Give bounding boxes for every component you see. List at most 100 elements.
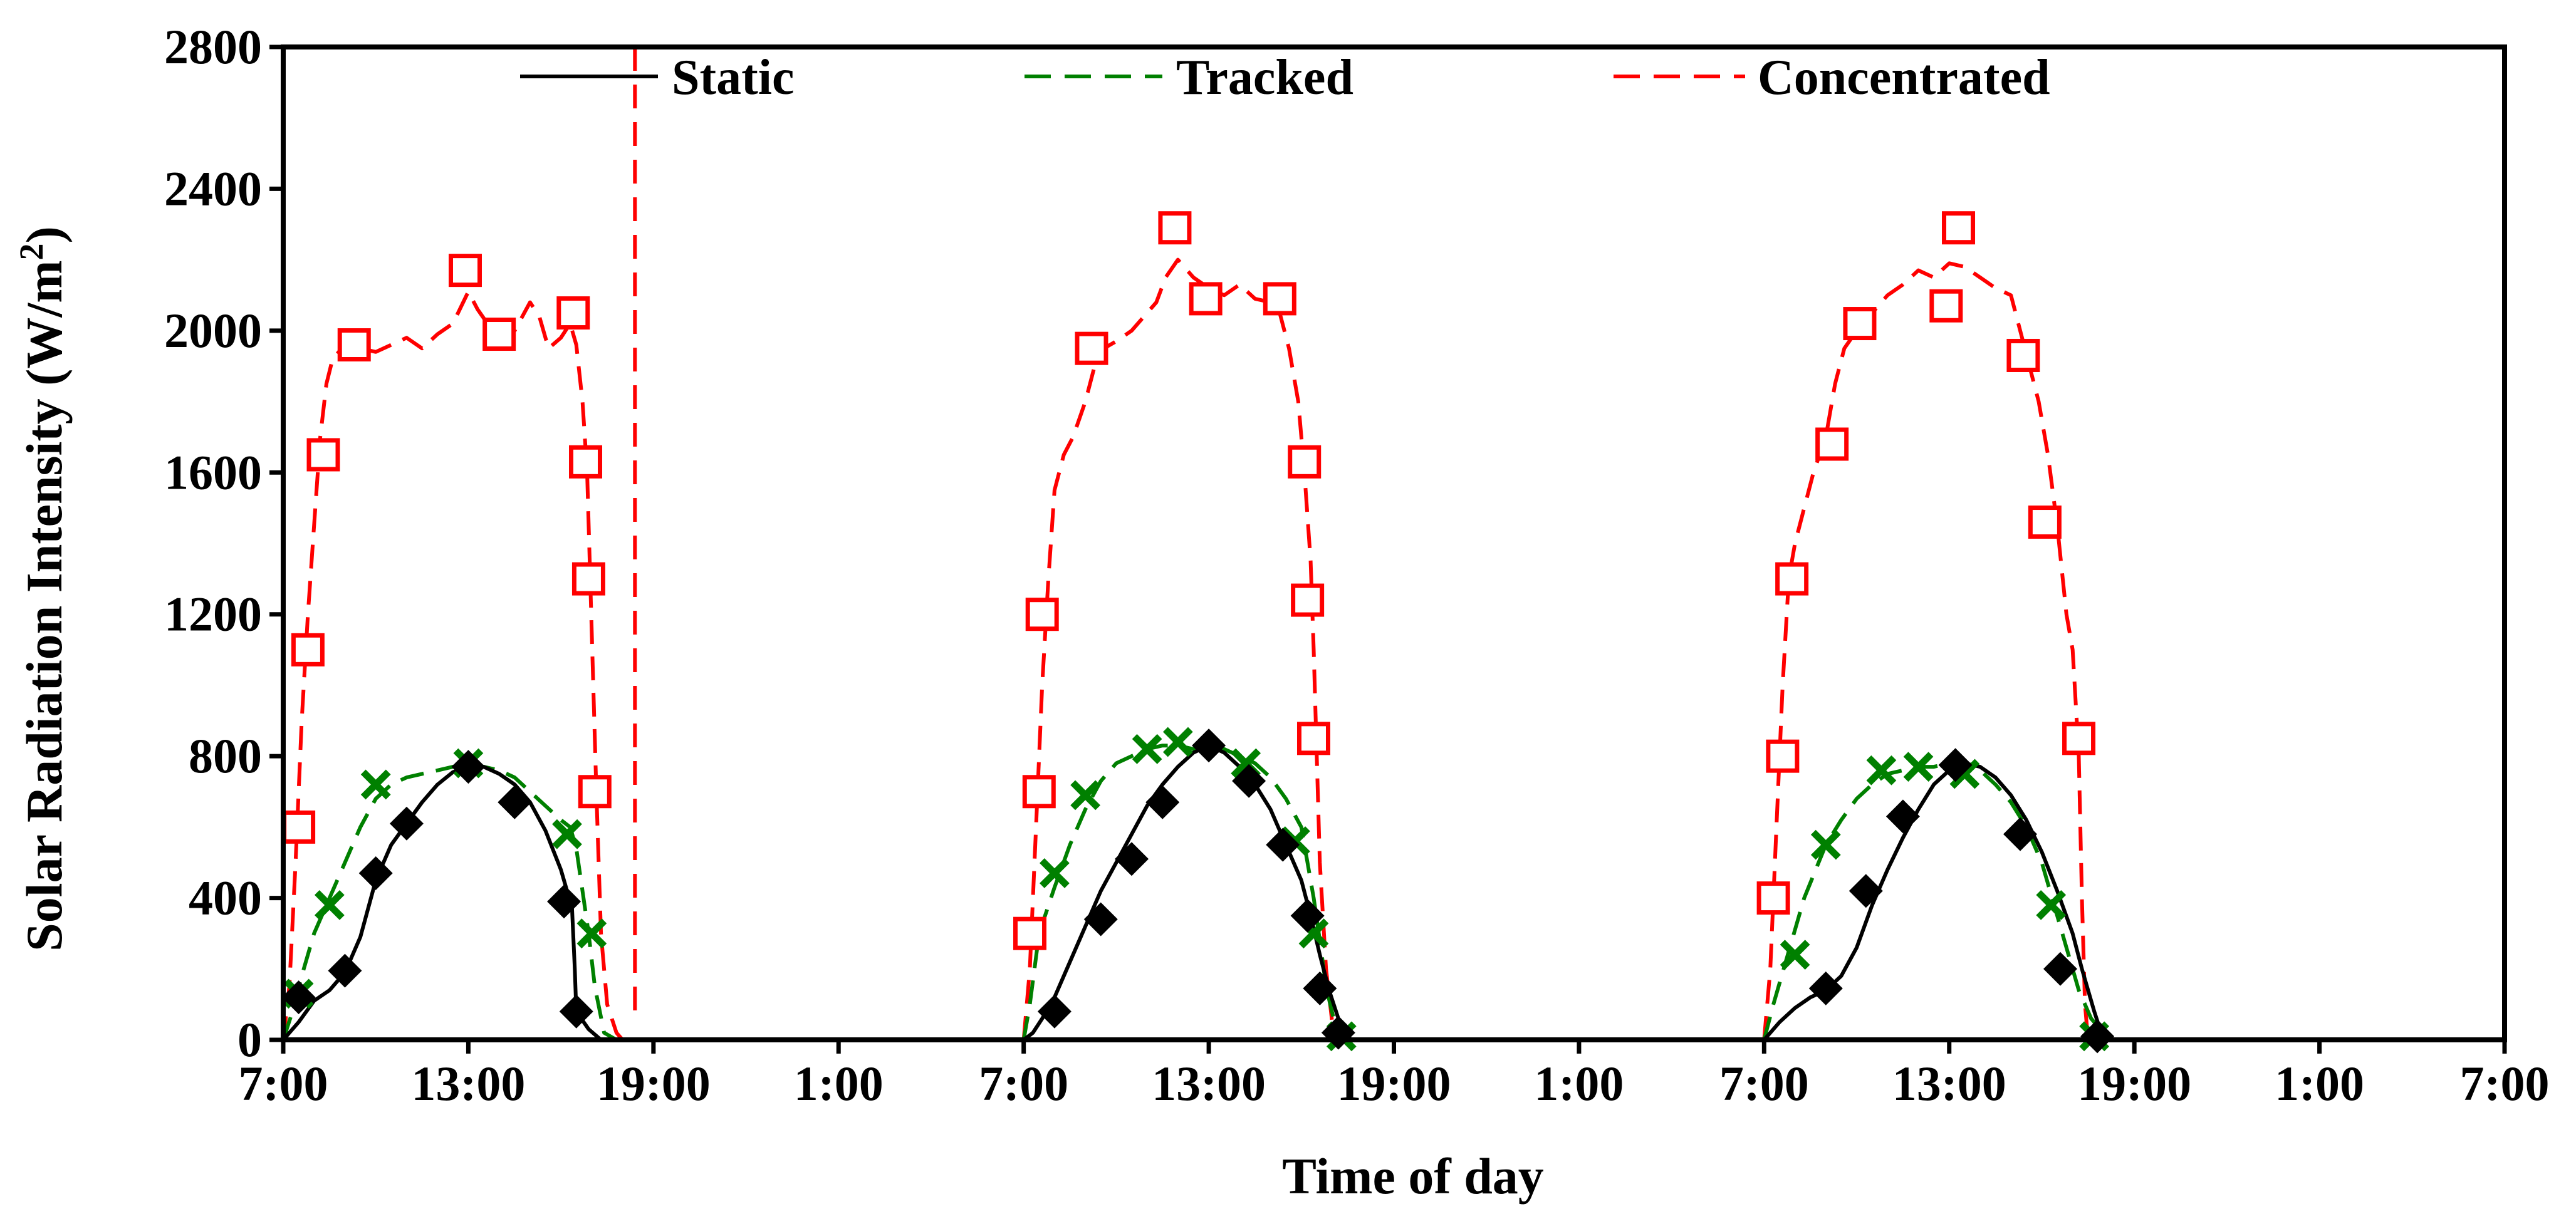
legend-concentrated-label: Concentrated bbox=[1758, 50, 2050, 105]
x-tick-label: 7:00 bbox=[979, 1056, 1068, 1111]
concentrated-marker bbox=[2028, 506, 2062, 539]
static-marker bbox=[547, 884, 581, 919]
tracked-marker bbox=[1810, 829, 1841, 860]
static-marker bbox=[559, 994, 593, 1029]
static-marker bbox=[1192, 729, 1226, 763]
concentrated-marker bbox=[1291, 583, 1325, 617]
tracked-marker-stroke bbox=[1298, 918, 1329, 949]
static-marker bbox=[498, 785, 532, 819]
x-axis-ticks: 7:00 13:00 19:00 1:00 7:00 13:00 19:00 1:00 7:00… bbox=[239, 1040, 2550, 1111]
concentrated-marker bbox=[2006, 338, 2040, 372]
static-marker bbox=[1083, 902, 1118, 936]
series-line-tracked bbox=[281, 761, 618, 1042]
concentrated-marker bbox=[1929, 289, 1963, 323]
y-tick-label: 1600 bbox=[164, 445, 262, 499]
static-marker bbox=[1145, 785, 1180, 819]
concentrated-marker bbox=[448, 254, 482, 288]
x-tick-label: 1:00 bbox=[794, 1056, 884, 1111]
static-marker bbox=[328, 953, 362, 988]
static-marker bbox=[2003, 817, 2037, 851]
x-tick-label: 13:00 bbox=[1152, 1056, 1266, 1111]
tracked-marker bbox=[314, 890, 345, 920]
tracked-marker bbox=[1040, 858, 1070, 888]
concentrated-marker bbox=[282, 810, 316, 844]
concentrated-marker bbox=[337, 328, 371, 361]
static-marker bbox=[389, 806, 424, 841]
marker-layer bbox=[281, 211, 2115, 1054]
x-tick-label: 7:00 bbox=[2460, 1056, 2550, 1111]
concentrated-marker bbox=[1263, 282, 1296, 316]
static-marker bbox=[1114, 842, 1149, 876]
static-marker bbox=[358, 856, 393, 890]
tracked-marker bbox=[1070, 780, 1101, 811]
static-marker bbox=[1290, 898, 1325, 933]
y-axis-title-superscript: 2 bbox=[13, 243, 50, 260]
tracked-marker bbox=[576, 918, 607, 949]
tracked-marker bbox=[1780, 940, 1810, 970]
tracked-marker bbox=[360, 769, 391, 800]
concentrated-marker bbox=[1775, 562, 1809, 596]
tracked-marker-stroke bbox=[1162, 727, 1193, 757]
y-axis-title-close: ) bbox=[16, 226, 73, 243]
static-marker bbox=[451, 750, 486, 784]
static-marker bbox=[1232, 764, 1266, 798]
tracked-marker-stroke bbox=[576, 918, 607, 949]
concentrated-marker bbox=[1942, 211, 1976, 245]
y-tick-label: 0 bbox=[237, 1012, 262, 1067]
tracked-marker-stroke bbox=[552, 819, 582, 849]
y-tick-label: 2000 bbox=[164, 303, 262, 358]
tracked-marker-stroke bbox=[360, 769, 391, 800]
legend-tracked-label: Tracked bbox=[1176, 50, 1353, 105]
tracked-marker bbox=[552, 819, 582, 849]
x-tick-label: 13:00 bbox=[411, 1056, 525, 1111]
static-marker bbox=[1938, 748, 1973, 782]
y-axis-ticks: 0 400 800 1200 1600 2000 2400 2800 bbox=[164, 19, 283, 1067]
concentrated-marker bbox=[1158, 211, 1192, 245]
concentrated-marker bbox=[2062, 722, 2096, 755]
concentrated-marker bbox=[1022, 775, 1056, 809]
concentrated-marker bbox=[482, 318, 516, 351]
tracked-marker-stroke bbox=[1949, 759, 1980, 789]
concentrated-marker bbox=[1843, 307, 1877, 341]
legend: Static Tracked Concentrated bbox=[520, 50, 2050, 105]
tracked-marker-stroke bbox=[314, 890, 345, 920]
x-tick-label: 13:00 bbox=[1892, 1056, 2006, 1111]
concentrated-marker bbox=[1189, 282, 1223, 316]
static-marker bbox=[1808, 971, 1843, 1005]
concentrated-marker bbox=[1756, 881, 1790, 915]
tracked-marker-stroke bbox=[1810, 829, 1841, 860]
tracked-marker-stroke bbox=[2036, 890, 2067, 920]
x-tick-label: 19:00 bbox=[1337, 1056, 1451, 1111]
series-line-concentrated bbox=[1762, 261, 2090, 1040]
concentrated-marker bbox=[291, 633, 325, 667]
y-tick-label: 2400 bbox=[164, 161, 262, 215]
tracked-marker-stroke bbox=[1231, 748, 1261, 779]
tracked-marker-stroke bbox=[1132, 734, 1162, 764]
tracked-marker-stroke bbox=[1903, 752, 1934, 782]
concentrated-marker bbox=[569, 445, 603, 479]
x-tick-label: 19:00 bbox=[597, 1056, 711, 1111]
tracked-marker-stroke bbox=[1040, 858, 1070, 888]
tracked-marker-stroke bbox=[1780, 940, 1810, 970]
x-tick-label: 1:00 bbox=[2275, 1056, 2364, 1111]
concentrated-marker bbox=[1296, 722, 1330, 755]
concentrated-marker bbox=[556, 296, 590, 330]
tracked-marker bbox=[1903, 752, 1934, 782]
y-axis-title: Solar Radiation Intensity (W/m2) bbox=[13, 226, 73, 952]
y-tick-label: 2800 bbox=[164, 19, 262, 74]
concentrated-marker bbox=[578, 775, 612, 809]
x-tick-label: 19:00 bbox=[2077, 1056, 2191, 1111]
y-axis-title-main: Solar Radiation Intensity (W/m bbox=[16, 260, 73, 951]
concentrated-marker bbox=[571, 562, 605, 596]
concentrated-marker bbox=[306, 438, 340, 472]
concentrated-marker bbox=[1013, 916, 1047, 950]
x-tick-label: 7:00 bbox=[239, 1056, 328, 1111]
concentrated-marker bbox=[1766, 739, 1800, 773]
concentrated-marker bbox=[1815, 427, 1849, 461]
static-marker bbox=[1885, 799, 1920, 834]
static-marker bbox=[1037, 994, 1072, 1029]
static-marker bbox=[2043, 952, 2077, 986]
y-tick-label: 400 bbox=[189, 871, 262, 925]
